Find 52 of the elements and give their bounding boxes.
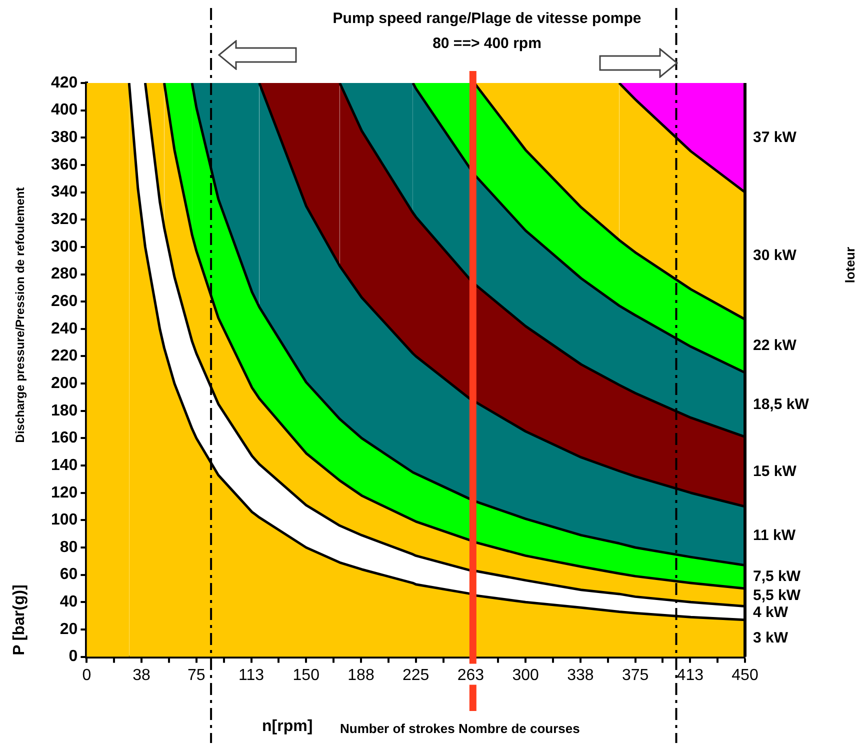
y-tick-label: 20 (60, 620, 78, 638)
series-label: 4 kW (753, 604, 789, 622)
y-tick-label: 200 (50, 374, 78, 392)
text: Discharge pressure/Pression de refoulement (13, 187, 27, 443)
x-tick-label: 413 (676, 666, 704, 684)
y-tick-label: 300 (50, 238, 78, 256)
x-tick-label: 225 (402, 666, 430, 684)
series-label: 3 kW (753, 629, 789, 646)
y-tick-label: 140 (50, 456, 78, 474)
y-tick-label: 260 (50, 292, 78, 310)
y-tick-label: 280 (50, 266, 78, 283)
y-tick-label: 160 (50, 430, 78, 447)
text: loteur (842, 246, 858, 284)
y-tick-label: 180 (50, 402, 78, 420)
y-tick-label: 120 (50, 484, 78, 502)
y-tick-label: 320 (50, 211, 78, 228)
y-tick-label: 100 (50, 512, 78, 529)
y-tick-label: 380 (50, 129, 78, 146)
x-tick-label: 0 (82, 666, 92, 684)
chart-subtitle: 80 ==> 400 rpm (432, 35, 542, 52)
series-label: 7,5 kW (753, 568, 802, 586)
series-label: 18,5 kW (753, 396, 810, 413)
y-tick-label: 60 (60, 566, 78, 584)
series-label: 5,5 kW (753, 587, 802, 604)
y-tick-label: 220 (50, 348, 78, 365)
y-tick-label: 340 (50, 184, 78, 201)
x-tick-label: 188 (348, 666, 374, 684)
x-tick-label: 113 (238, 666, 264, 684)
y-tick-label: 400 (50, 102, 78, 119)
y-tick-label: 420 (50, 74, 78, 92)
x-axis-title: n[rpm] (262, 718, 313, 736)
x-tick-label: 75 (188, 666, 206, 684)
series-label: 15 kW (753, 462, 798, 480)
x-tick-label: 338 (567, 666, 594, 684)
y-tick-label: 360 (50, 156, 78, 174)
chart-title: Pump speed range/Plage de vitesse pompe (332, 10, 642, 27)
series-label: 22 kW (753, 337, 798, 354)
x-tick-label: 150 (292, 666, 320, 684)
series-label: 30 kW (753, 246, 798, 264)
y-tick-label: 80 (60, 538, 78, 556)
x-tick-label: 450 (732, 666, 758, 684)
x-tick-label: 263 (457, 666, 484, 684)
y-tick-label: 0 (68, 648, 78, 666)
text: Number of strokes Nombre de courses (340, 721, 580, 736)
series-label: 11 kW (753, 527, 796, 544)
x-tick-label: 38 (132, 666, 151, 684)
y-tick-label: 40 (60, 594, 78, 611)
y-axis-title: P [bar(g)] (11, 584, 29, 656)
y-tick-label: 240 (50, 320, 78, 338)
x-tick-label: 375 (622, 666, 649, 684)
series-label: 37 kW (753, 128, 798, 146)
x-tick-label: 300 (512, 666, 540, 684)
